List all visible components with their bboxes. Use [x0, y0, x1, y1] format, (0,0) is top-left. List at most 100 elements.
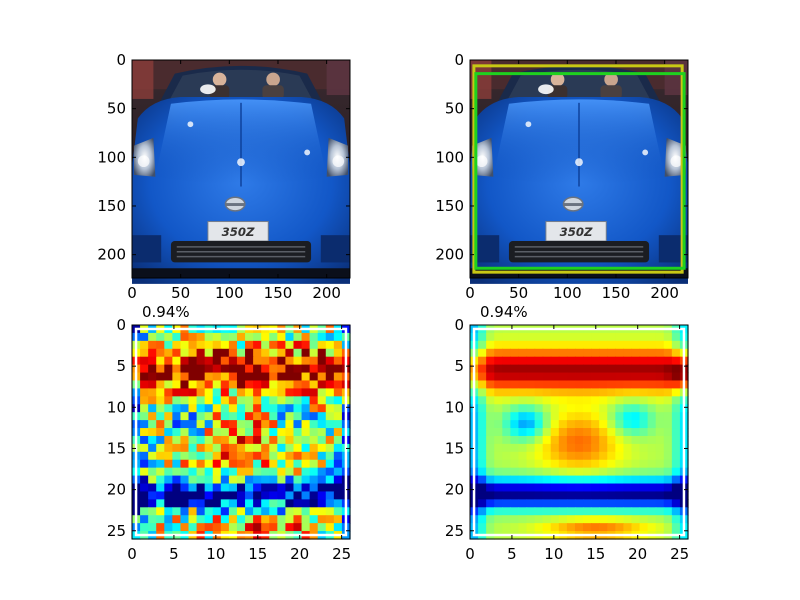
heatmap-cell [663, 388, 673, 397]
heatmap-cell [196, 467, 206, 477]
heatmap-cell [164, 507, 173, 516]
heatmap-cell [486, 356, 495, 366]
heatmap-cell [583, 372, 592, 382]
heatmap-cell [518, 396, 528, 405]
heatmap-cell [494, 428, 503, 437]
heatmap-cell [478, 356, 487, 366]
heatmap-cell [526, 467, 536, 477]
heatmap-cell [494, 420, 503, 429]
heatmap-cell [478, 507, 487, 516]
heatmap-cell [486, 420, 495, 429]
heatmap-cell [309, 428, 319, 437]
heatmap-cell [220, 515, 230, 524]
heatmap-cell [180, 475, 190, 485]
heatmap-cell [188, 340, 198, 350]
heatmap-cell [478, 388, 487, 397]
heatmap-cell [599, 451, 608, 461]
heatmap-cell [510, 332, 520, 342]
heatmap-cell [615, 499, 625, 508]
heatmap-cell [615, 388, 625, 397]
heatmap-cell [526, 372, 536, 382]
heatmap-cell [615, 467, 625, 477]
heatmap-cell [583, 404, 592, 413]
heatmap-cell [518, 459, 528, 469]
heatmap-cell [478, 396, 487, 405]
heatmap-cell [639, 515, 649, 524]
heatmap-cell [236, 428, 246, 437]
heatmap-cell [325, 499, 335, 508]
heatmap-cell [631, 443, 641, 453]
heatmap-cell [542, 380, 552, 390]
x-tick-label: 100 [553, 284, 582, 302]
heatmap-cell [639, 372, 649, 382]
heatmap-cell [212, 507, 222, 516]
heatmap-cell [228, 348, 238, 358]
heatmap-cell [542, 467, 552, 477]
heatmap-cell [478, 451, 487, 461]
plate-text: 350Z [560, 225, 593, 239]
heatmap-cell [309, 467, 319, 477]
heatmap-cell [478, 499, 487, 508]
heatmap-cell [558, 451, 568, 461]
x-tick-label: 50 [509, 284, 528, 302]
heatmap-cell [245, 483, 254, 493]
heatmap-cell [236, 348, 246, 358]
heatmap-cell [245, 420, 254, 429]
heatmap-cell [204, 420, 214, 429]
y-tick-label: 50 [445, 100, 464, 118]
heatmap-cell [574, 388, 584, 397]
heatmap-cell [245, 435, 254, 445]
heatmap-cell [245, 412, 254, 421]
heatmap-cell [196, 428, 206, 437]
heatmap-cell [269, 443, 278, 453]
heatmap-cell [671, 364, 681, 374]
heatmap-cell [478, 491, 487, 500]
heatmap-cell [478, 515, 487, 524]
heatmap-cell [607, 435, 616, 445]
heatmap-cell [639, 523, 649, 532]
heatmap-cell [140, 499, 149, 508]
heatmap-cell [285, 428, 295, 437]
heatmap-cell [245, 499, 254, 508]
heatmap-cell [245, 380, 254, 390]
heatmap-cell [317, 507, 327, 516]
heatmap-cell [220, 491, 230, 500]
heatmap-cell [164, 515, 173, 524]
heatmap-cell [671, 428, 681, 437]
heatmap-cell [228, 443, 238, 453]
heatmap-cell [623, 388, 633, 397]
heatmap-cell [639, 443, 649, 453]
heatmap-cell [510, 515, 520, 524]
heatmap-cell [188, 443, 198, 453]
heatmap-cell [333, 499, 343, 508]
heatmap-cell [631, 523, 641, 532]
heatmap-cell [236, 356, 246, 366]
heatmap-cell [639, 356, 649, 366]
heatmap-cell [518, 515, 528, 524]
heatmap-cell [253, 356, 262, 366]
heatmap-cell [333, 459, 343, 469]
heatmap-cell [333, 412, 343, 421]
heatmap-cell [301, 348, 311, 358]
heatmap-cell [309, 356, 319, 366]
heatmap-cell [220, 364, 230, 374]
heatmap-cell [631, 491, 641, 500]
heatmap-cell [655, 459, 665, 469]
heatmap-cell [148, 467, 157, 477]
heatmap-cell [204, 332, 214, 342]
heatmap-cell [558, 443, 568, 453]
heatmap-cell [164, 428, 173, 437]
heatmap-cell [148, 380, 157, 390]
heatmap-cell [623, 332, 633, 342]
heatmap-cell [574, 515, 584, 524]
heatmap-cell [228, 396, 238, 405]
heatmap-cell [534, 475, 544, 485]
heatmap-cell [494, 475, 503, 485]
heatmap-cell [510, 467, 520, 477]
heatmap-cell [558, 523, 568, 532]
heatmap-cell [558, 420, 568, 429]
heatmap-cell [148, 475, 157, 485]
heatmap-cell [253, 348, 262, 358]
heatmap-cell [301, 420, 311, 429]
heatmap-cell [140, 451, 149, 461]
